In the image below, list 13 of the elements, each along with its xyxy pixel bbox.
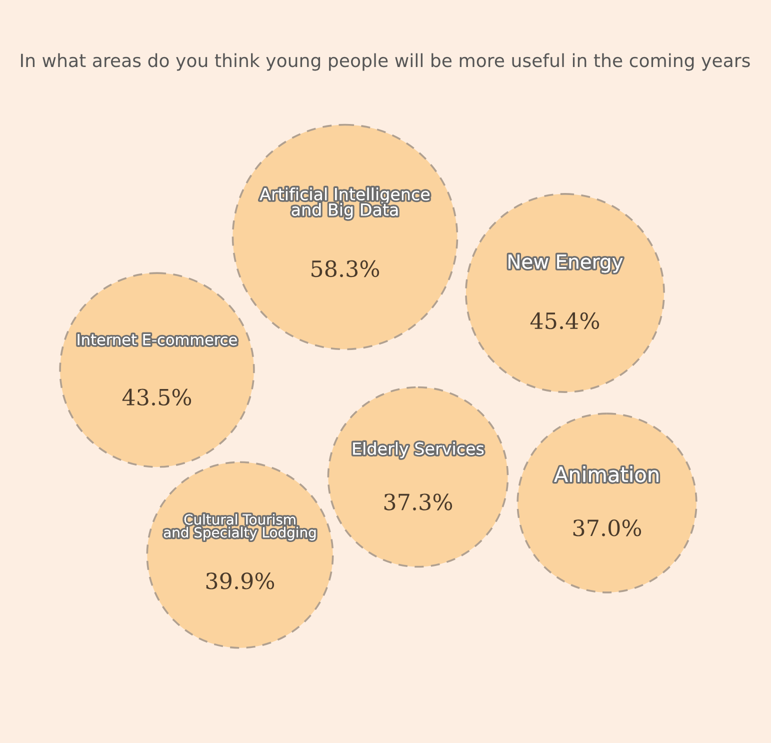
- category-label: New Energy: [508, 254, 623, 273]
- data-label: 39.9%: [206, 572, 274, 590]
- category-label: Animation: [554, 466, 658, 482]
- category-label: Elderly Services: [353, 442, 484, 458]
- data-label: 37.3%: [384, 494, 452, 510]
- category-label: Cultural Tourism and Specialty Lodging: [164, 514, 316, 540]
- category-label: Artificial Intelligence and Big Data: [260, 188, 430, 220]
- data-label: 37.0%: [573, 519, 642, 536]
- data-label: 58.3%: [312, 260, 380, 278]
- text: In what areas do you think young people will be more useful in the coming years: [21, 53, 750, 71]
- data-label: 45.4%: [530, 312, 600, 330]
- category-label: Internet E-commerce: [78, 334, 237, 346]
- data-label: 43.5%: [122, 388, 192, 406]
